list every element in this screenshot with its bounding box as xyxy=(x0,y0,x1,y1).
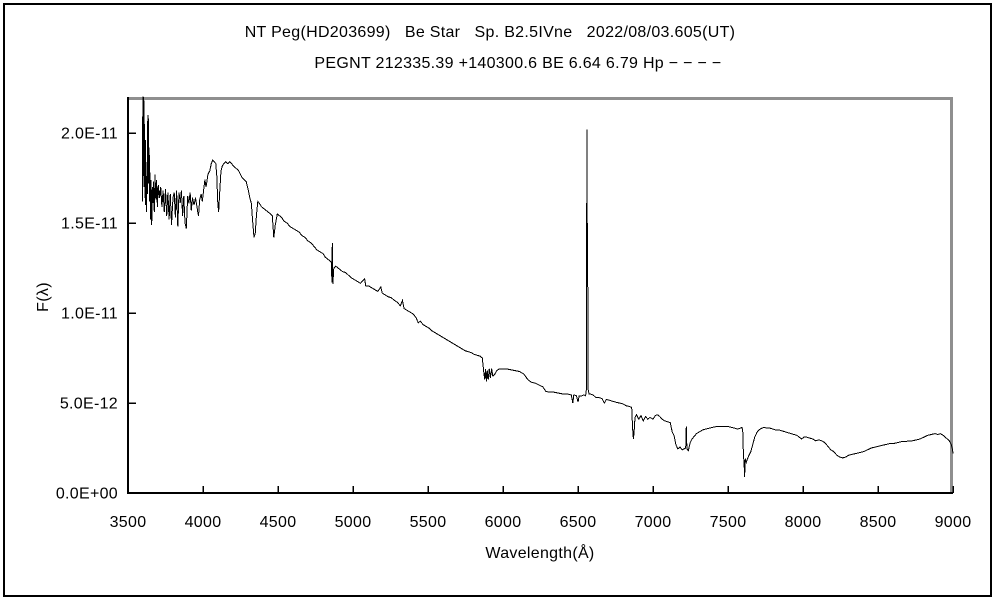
x-tick-label: 8500 xyxy=(860,514,897,531)
x-tick-label: 4500 xyxy=(260,514,297,531)
x-tick-label: 9000 xyxy=(935,514,972,531)
spectrum-trace xyxy=(142,96,954,477)
x-tick-label: 6000 xyxy=(485,514,522,531)
x-tick-label: 5000 xyxy=(335,514,372,531)
y-tick-label: 1.5E-11 xyxy=(61,216,118,233)
x-tick-label: 7500 xyxy=(710,514,747,531)
x-axis-ticks: 3500 4000 4500 5000 5500 6000 6500 7000 7500 8000… xyxy=(110,486,972,531)
y-axis-title: F(λ) xyxy=(35,282,52,312)
y-tick-label: 1.0E-11 xyxy=(61,306,118,323)
image-border xyxy=(3,3,992,597)
x-tick-label: 6500 xyxy=(560,514,597,531)
x-tick-label: 3500 xyxy=(110,514,147,531)
x-tick-label: 8000 xyxy=(785,514,822,531)
x-tick-label: 4000 xyxy=(185,514,222,531)
chart-title-line1: NT Peg(HD203699) Be Star Sp. B2.5IVne 20… xyxy=(245,24,736,41)
plot-frame-shadow xyxy=(128,97,953,493)
y-tick-label: 2.0E-11 xyxy=(61,126,118,143)
y-axis-ticks: 0.0E+00 5.0E-12 1.0E-11 1.5E-11 2.0E-11 xyxy=(56,126,136,503)
y-tick-label: 5.0E-12 xyxy=(60,396,118,413)
x-tick-label: 5500 xyxy=(410,514,447,531)
x-axis-title: Wavelength(Å) xyxy=(485,543,594,562)
chart-title-line2: PEGNT 212335.39 +140300.6 BE 6.64 6.79 H… xyxy=(314,55,721,72)
x-tick-label: 7000 xyxy=(635,514,672,531)
y-tick-label: 0.0E+00 xyxy=(56,486,118,503)
